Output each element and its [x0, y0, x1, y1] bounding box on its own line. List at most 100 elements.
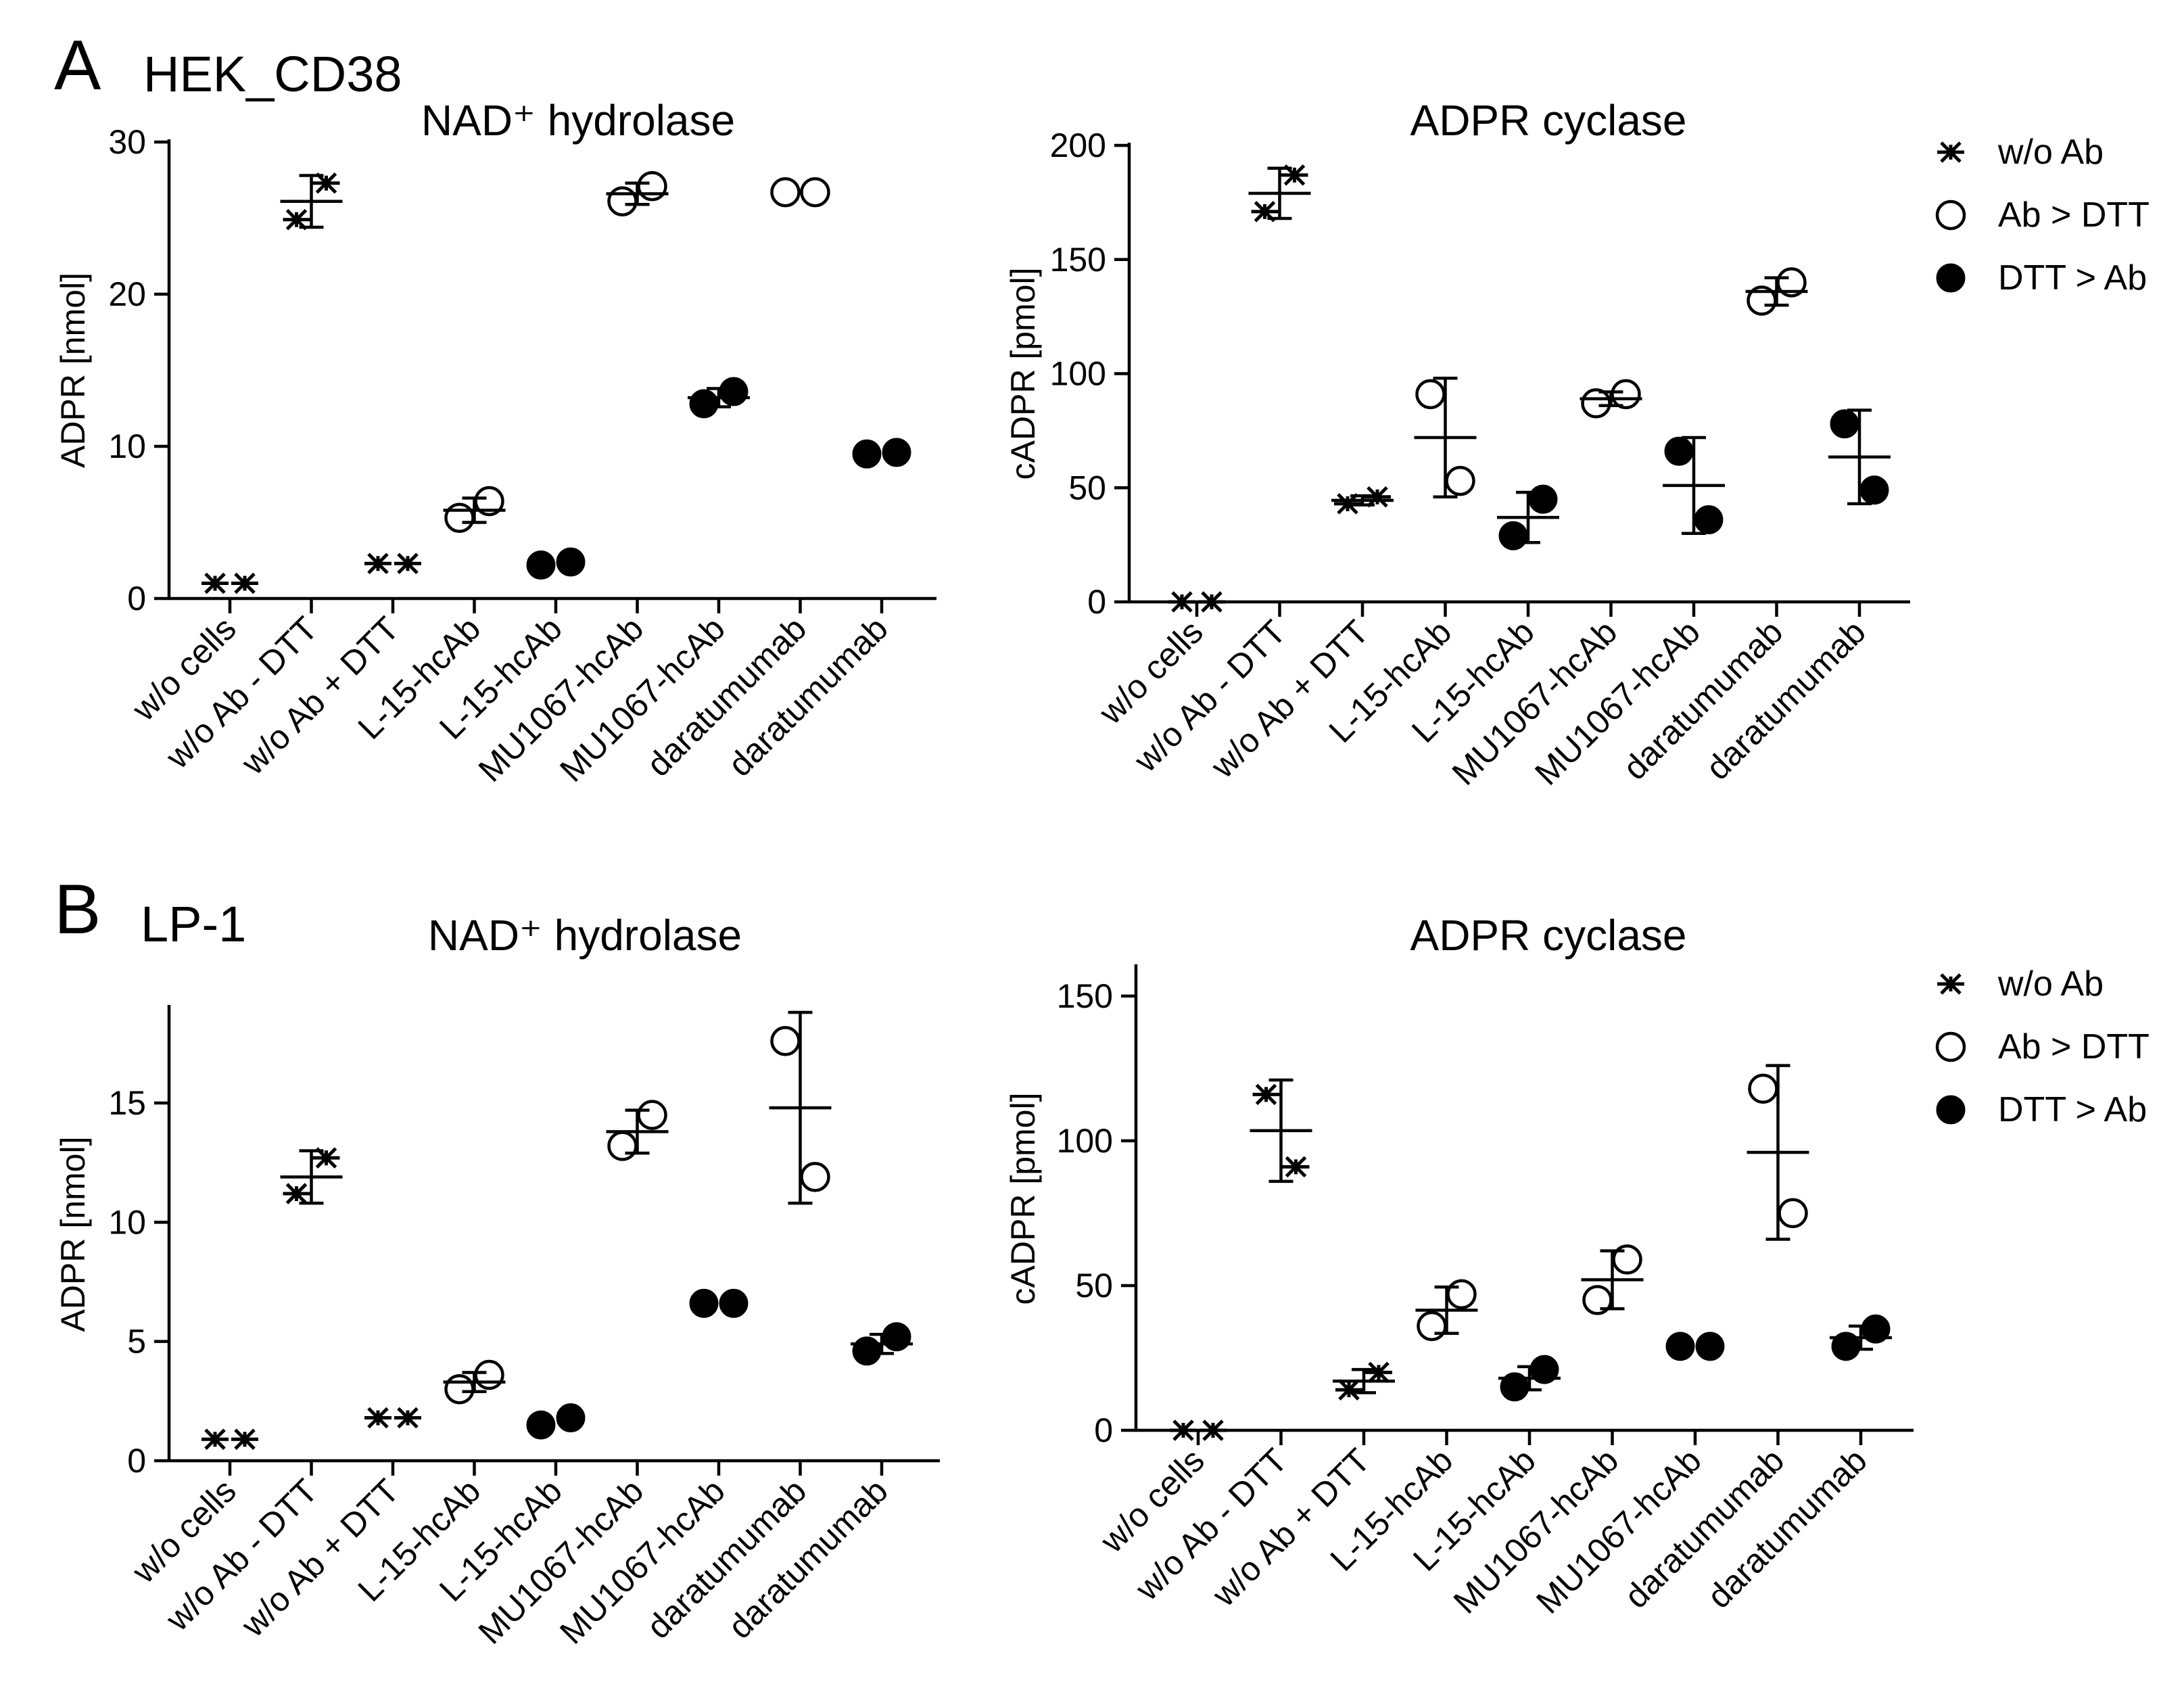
legend-item: DTT > Ab: [1936, 258, 2147, 298]
y-tick-label: 0: [127, 1442, 146, 1480]
data-point: [394, 1407, 421, 1429]
error-bar: [688, 387, 750, 408]
legend-item: w/o Ab: [1937, 133, 2104, 172]
error-bar: [1333, 1367, 1395, 1394]
data-point: [1282, 1156, 1310, 1178]
chart-title: NAD⁺ hydrolase: [421, 96, 735, 145]
data-point: [1365, 1361, 1392, 1384]
chart-title: NAD⁺ hydrolase: [428, 911, 742, 960]
y-tick-label: 15: [108, 1084, 146, 1122]
data-group: [1747, 1064, 1809, 1241]
data-point: [852, 439, 882, 469]
error-bar: [1828, 408, 1891, 506]
data-point: [800, 177, 830, 208]
data-point: [852, 1336, 882, 1366]
data-point: [1446, 1279, 1477, 1310]
data-group: [201, 1428, 258, 1451]
data-point: [689, 1288, 719, 1318]
data-group: [770, 177, 830, 208]
error-bar: [280, 1149, 343, 1205]
data-group: [1168, 591, 1225, 613]
data-point: [1694, 505, 1724, 534]
y-axis-label: cADPR [pmol]: [1004, 268, 1042, 480]
data-point: [1748, 1073, 1778, 1104]
panel-letter-a: A: [54, 26, 101, 105]
data-point: [1417, 1311, 1447, 1342]
data-group: [1415, 1279, 1478, 1342]
data-point: [719, 1288, 749, 1318]
panel-subtitle-b: LP-1: [141, 896, 246, 952]
data-point: [364, 1407, 391, 1429]
data-group: [1331, 486, 1394, 515]
data-point: [689, 389, 719, 419]
y-tick-label: 5: [127, 1323, 146, 1361]
error-bar: [443, 496, 506, 524]
data-group: [1580, 379, 1642, 419]
data-group: [1248, 164, 1311, 222]
data-group: [1333, 1361, 1395, 1401]
legend-item: DTT > Ab: [1936, 1090, 2147, 1129]
data-point: [444, 1374, 475, 1405]
legend-marker: [1936, 1095, 1966, 1125]
data-point: [201, 1428, 229, 1451]
legend-marker: [1935, 1031, 1966, 1062]
data-group: [443, 1359, 506, 1405]
legend-item: Ab > DTT: [1935, 195, 2150, 235]
y-axis-label: ADPR [nmol]: [54, 273, 92, 468]
y-tick-label: 20: [108, 275, 146, 313]
data-group: [526, 547, 586, 580]
data-point: [770, 177, 801, 208]
data-group: [1663, 436, 1725, 535]
data-point: [1415, 379, 1446, 410]
data-point: [526, 1410, 556, 1440]
y-axis-label: ADPR [nmol]: [54, 1137, 92, 1332]
data-group: [280, 172, 343, 231]
data-group: [1250, 1078, 1312, 1183]
error-bar: [1415, 1285, 1478, 1335]
y-tick-label: 100: [1050, 355, 1106, 393]
y-tick-label: 150: [1050, 241, 1106, 279]
error-bar: [606, 181, 669, 206]
y-tick-label: 100: [1057, 1122, 1113, 1160]
error-bar: [1414, 377, 1477, 498]
data-point: [1528, 484, 1558, 514]
legend-label: Ab > DTT: [1998, 1027, 2150, 1066]
data-group: [1745, 267, 1808, 316]
error-bar: [1248, 166, 1311, 220]
data-point: [637, 1100, 667, 1130]
data-point: [1198, 591, 1225, 613]
data-point: [1200, 1419, 1227, 1441]
legend-marker: [1937, 141, 1964, 163]
error-bar: [443, 1371, 506, 1393]
data-group: [1170, 1419, 1227, 1441]
data-group: [1414, 377, 1477, 498]
data-group: [364, 1407, 421, 1429]
legend-marker: [1937, 973, 1964, 995]
data-group: [689, 1288, 749, 1318]
data-group: [1581, 1244, 1644, 1315]
error-bar: [1331, 494, 1394, 507]
error-bar: [1497, 490, 1559, 544]
legend-label: DTT > Ab: [1998, 1090, 2147, 1129]
y-tick-label: 150: [1057, 977, 1113, 1015]
y-axis-label: cADPR [pmol]: [1004, 1093, 1042, 1305]
data-group: [606, 171, 669, 216]
data-group: [1828, 408, 1891, 506]
error-bar: [1580, 390, 1642, 407]
legend-item: w/o Ab: [1937, 964, 2104, 1004]
y-tick-label: 0: [1087, 583, 1106, 621]
legend-label: w/o Ab: [1997, 133, 2104, 172]
data-group: [364, 553, 421, 575]
y-tick-label: 200: [1050, 126, 1106, 164]
data-point: [1252, 1083, 1280, 1106]
data-point: [770, 1026, 801, 1056]
error-bar: [1250, 1078, 1312, 1183]
data-group: [851, 1322, 913, 1366]
data-point: [556, 1403, 586, 1433]
data-point: [364, 553, 391, 575]
error-bar: [280, 174, 343, 229]
